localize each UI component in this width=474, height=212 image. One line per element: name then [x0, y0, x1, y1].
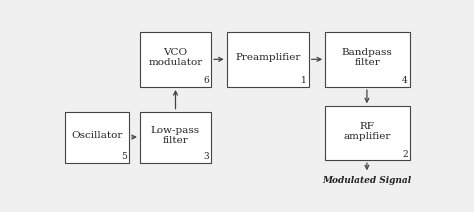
- Text: 3: 3: [204, 152, 210, 161]
- Bar: [65, 112, 129, 163]
- Text: Bandpass
filter: Bandpass filter: [342, 48, 392, 67]
- Text: VCO
modulator: VCO modulator: [148, 48, 202, 67]
- Bar: [140, 112, 211, 163]
- Text: 2: 2: [402, 149, 408, 159]
- Text: Preamplifier: Preamplifier: [235, 53, 301, 62]
- Text: 1: 1: [301, 76, 307, 85]
- Text: 4: 4: [402, 76, 408, 85]
- Bar: [325, 106, 410, 160]
- Text: Oscillator: Oscillator: [72, 131, 123, 140]
- Text: Modulated Signal: Modulated Signal: [322, 176, 411, 185]
- Bar: [140, 32, 211, 87]
- Text: 6: 6: [203, 76, 210, 85]
- Bar: [325, 32, 410, 87]
- Text: 5: 5: [121, 152, 127, 161]
- Bar: [227, 32, 309, 87]
- Text: RF
amplifier: RF amplifier: [344, 122, 391, 141]
- Text: Low-pass
filter: Low-pass filter: [151, 126, 200, 145]
